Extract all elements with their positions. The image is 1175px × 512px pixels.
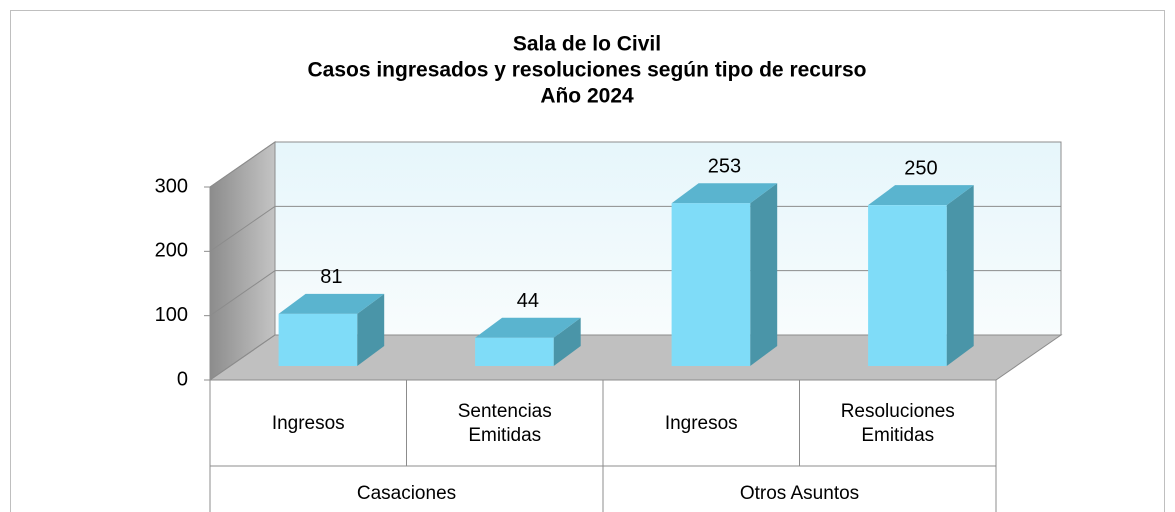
group-label: Otros Asuntos [740, 483, 859, 504]
bar-top [475, 317, 581, 338]
chart-title: Sala de lo Civil [513, 33, 661, 56]
grid-line [209, 270, 1061, 317]
y-tick-label: 200 [155, 240, 188, 262]
bar-top [671, 183, 778, 204]
group-label: Casaciones [357, 483, 456, 504]
x-tick-label: Sentencias Emitidas [458, 401, 552, 446]
value-label: 253 [708, 156, 741, 178]
x-tick-label: Ingresos [272, 413, 345, 434]
chart-title: Casos ingresados y resoluciones según ti… [307, 59, 866, 82]
value-label: 250 [904, 157, 937, 179]
grid-line [209, 141, 1061, 188]
bar [278, 313, 358, 366]
x-tick-label: Resoluciones Emitidas [841, 401, 955, 446]
value-label: 81 [320, 266, 342, 288]
bar-side [750, 183, 778, 366]
bar [671, 203, 751, 366]
x-tick-label: Ingresos [665, 413, 738, 434]
bar-side [357, 293, 385, 366]
value-label: 44 [517, 290, 539, 312]
y-tick-label: 100 [155, 304, 188, 326]
bar [475, 337, 554, 366]
chart-title: Año 2024 [540, 85, 634, 108]
grid-line [209, 334, 1061, 381]
bar-top [868, 185, 974, 206]
bar [868, 205, 947, 366]
grid-line [209, 205, 1061, 252]
bar-top [278, 293, 385, 314]
y-tick-label: 0 [177, 368, 188, 390]
bar-side [553, 317, 581, 366]
y-tick-label: 300 [155, 175, 188, 197]
bar-side [946, 185, 974, 366]
